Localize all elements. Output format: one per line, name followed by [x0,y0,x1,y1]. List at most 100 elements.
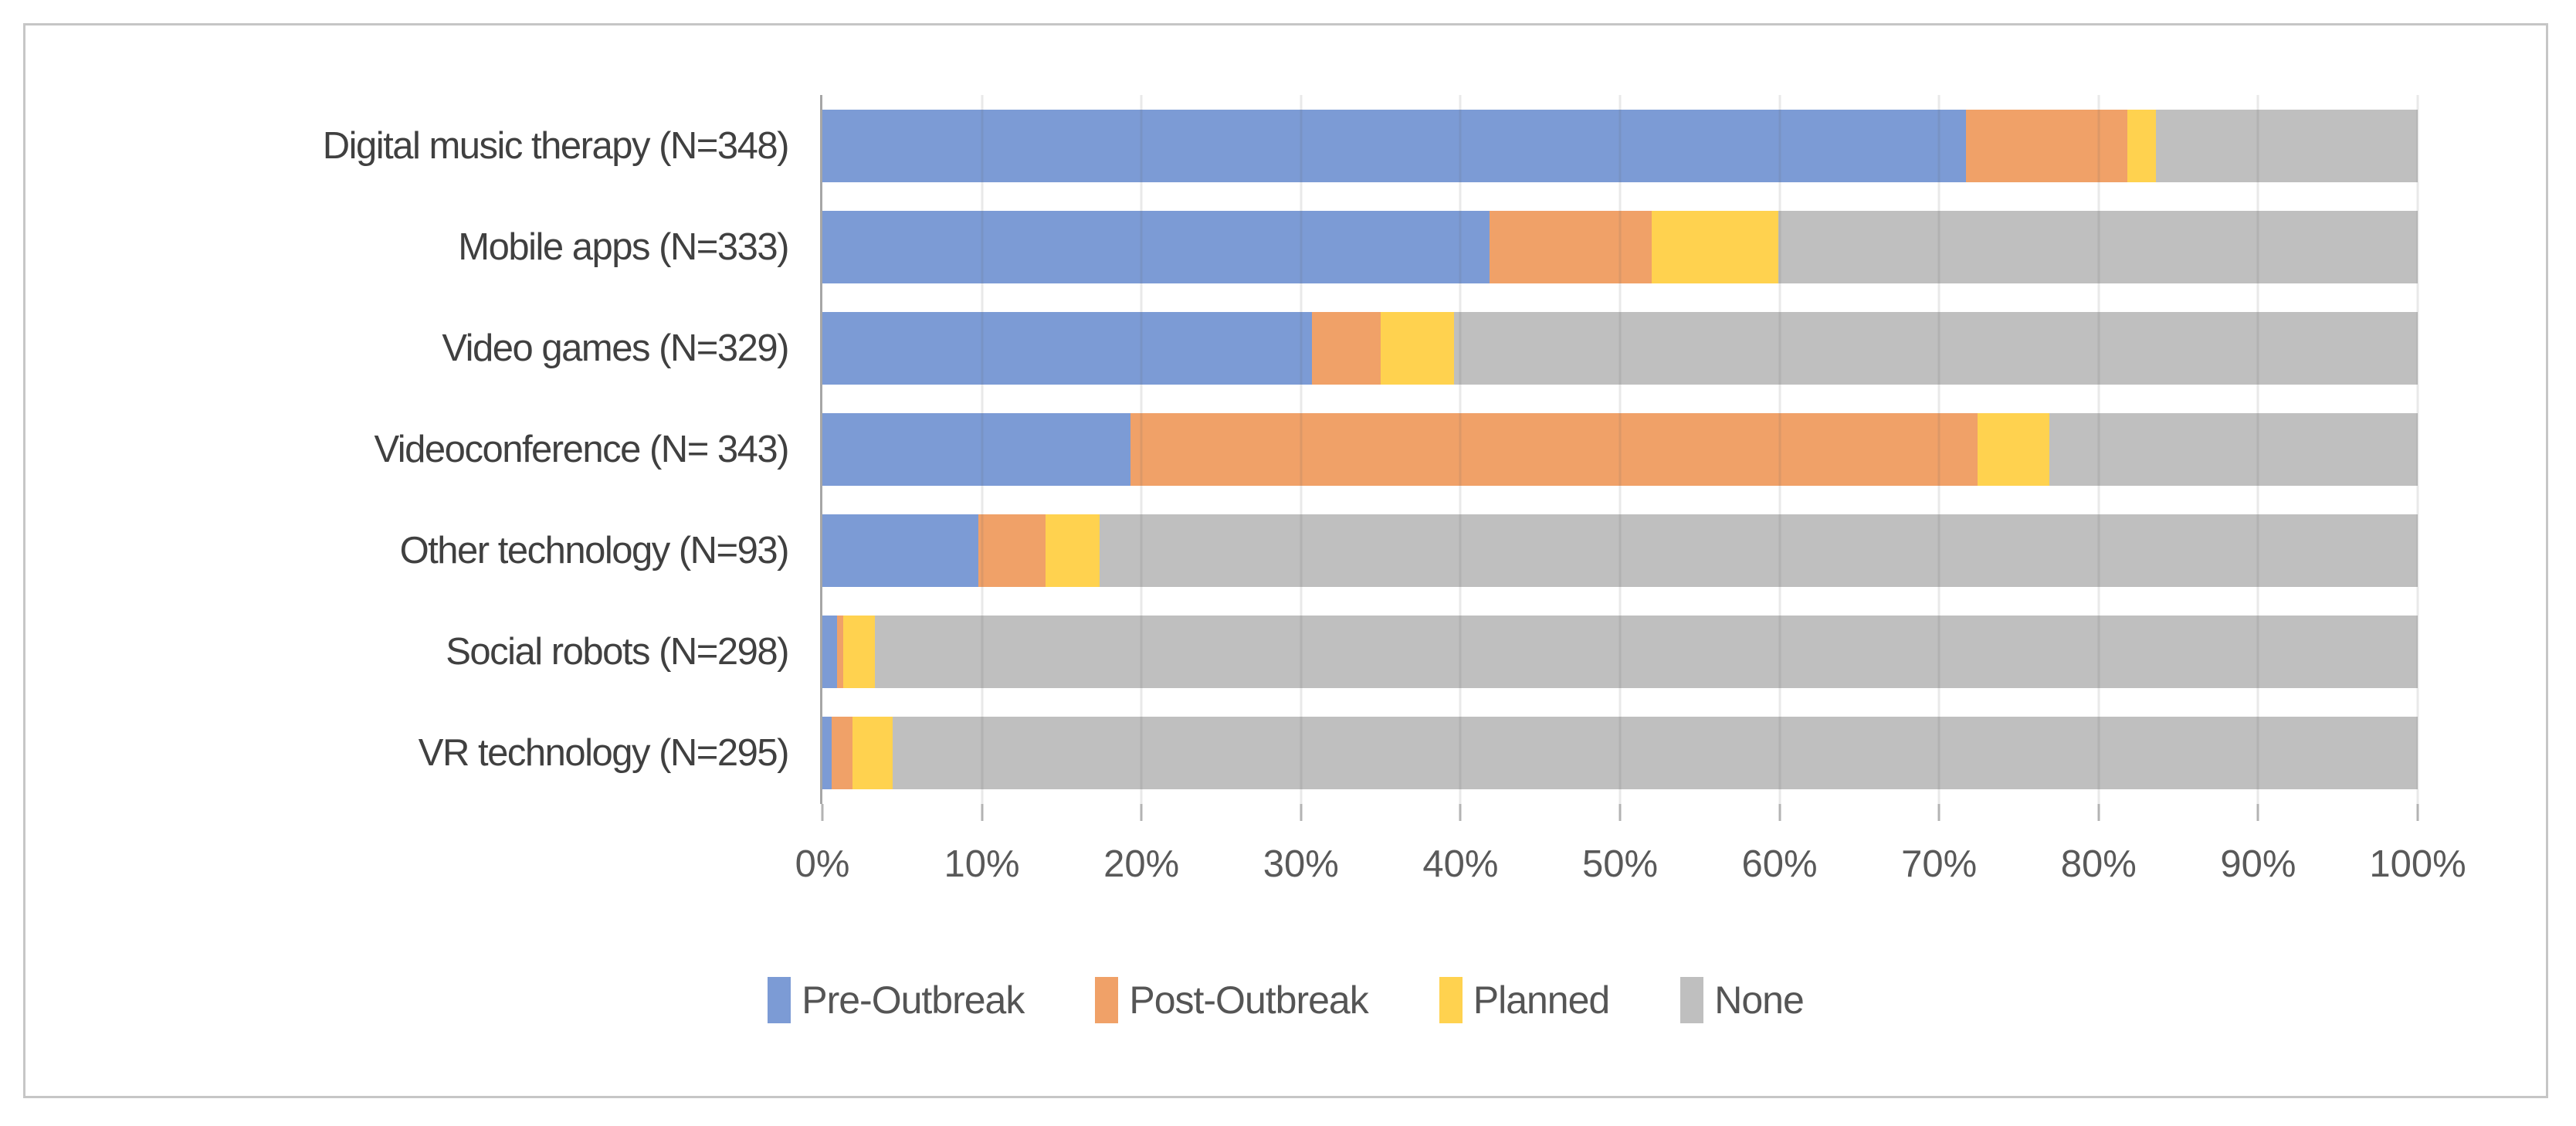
x-axis-tick [981,804,984,821]
gridline-40pct [1459,95,1462,804]
bar-segment-pre-outbreak [822,412,1130,486]
legend-swatch-planned [1439,977,1463,1023]
bar-segment-pre-outbreak [822,514,979,588]
bar-segment-planned [1046,514,1100,588]
x-axis-tick [1937,804,1940,821]
legend-item-planned: Planned [1439,977,1610,1023]
x-axis-tick-label: 90% [2220,843,2296,885]
bar-segment-pre-outbreak [822,311,1313,385]
legend: Pre-Outbreak Post-Outbreak Planned None [25,977,2546,1023]
gridline-50pct [1618,95,1622,804]
x-axis-tick-label: 40% [1422,843,1499,885]
bar-segment-planned [842,616,876,689]
x-axis-tick-label: 20% [1103,843,1180,885]
bar-segment-none [2049,412,2418,486]
bar-segment-pre-outbreak [822,109,1967,182]
bar-segment-pre-outbreak [822,210,1490,283]
x-axis-tick-labels: 0% 10% 20% 30% 40% 50% 60% 70% 80% 90% 100% [795,843,2466,892]
bar-row [822,399,2418,500]
stacked-bar [822,514,2418,588]
gridline-90pct [2256,95,2259,804]
x-axis-tick-label: 30% [1263,843,1339,885]
legend-label: Planned [1473,978,1610,1022]
y-axis-line [820,95,822,804]
category-label: Other technology (N=93) [399,530,790,572]
x-axis-tick [2256,804,2259,821]
bar-segment-planned [852,717,893,790]
bar-segment-pre-outbreak [822,717,832,790]
legend-swatch-post-outbreak [1095,977,1119,1023]
gridline-10pct [981,95,984,804]
bar-row [822,703,2418,804]
gridline-80pct [2097,95,2100,804]
legend-label: None [1714,978,1805,1022]
x-axis-tick-label: 50% [1581,843,1659,885]
legend-item-pre-outbreak: Pre-Outbreak [768,977,1025,1023]
bar-segment-none [2156,109,2418,182]
bars-container [822,95,2418,804]
x-axis-ticks [821,804,2419,822]
x-axis-tick [1778,804,1781,821]
bar-segment-none [1454,311,2418,385]
legend-item-post-outbreak: Post-Outbreak [1095,977,1369,1023]
bar-segment-none [1100,514,2418,588]
gridline-30pct [1300,95,1303,804]
bar-segment-post-outbreak [832,717,853,790]
x-axis-tick-label: 100% [2369,843,2466,885]
legend-label: Post-Outbreak [1129,978,1368,1022]
bar-segment-post-outbreak [1130,412,1978,486]
bar-segment-none [892,717,2418,790]
legend-swatch-none [1680,977,1704,1023]
stacked-bar [822,616,2418,689]
category-label: Mobile apps (N=333) [458,226,789,268]
legend-item-none: None [1680,977,1805,1023]
bar-segment-planned [1977,412,2049,486]
bar-segment-pre-outbreak [822,616,837,689]
x-axis-tick [1618,804,1622,821]
stacked-bar [822,412,2418,486]
bar-row [822,602,2418,703]
x-axis-tick [1300,804,1303,821]
stacked-bar [822,717,2418,790]
legend-swatch-pre-outbreak [768,977,791,1023]
chart-frame: Digital music therapy (N=348) Mobile apps… [23,23,2548,1098]
bar-segment-none [875,616,2418,689]
gridline-70pct [1937,95,1940,804]
stacked-bar [822,210,2418,283]
gridline-20pct [1140,95,1143,804]
bar-row [822,95,2418,196]
bar-segment-none [1778,210,2418,283]
x-axis-tick [2416,804,2419,821]
bar-segment-planned [1381,311,1455,385]
gridline-60pct [1778,95,1781,804]
x-axis-tick-label: 80% [2060,843,2137,885]
stacked-bar [822,109,2418,182]
bar-row [822,196,2418,297]
bar-row [822,297,2418,399]
gridline-100pct [2416,95,2419,804]
category-label: VR technology (N=295) [418,732,790,775]
x-axis-tick-label: 60% [1741,843,1818,885]
x-axis-tick-label: 0% [795,843,850,885]
plot-area [820,95,2419,804]
category-axis-labels: Digital music therapy (N=348) Mobile apps… [59,95,801,804]
bar-segment-post-outbreak [836,616,843,689]
x-axis-tick [821,804,824,821]
bar-segment-post-outbreak [978,514,1046,588]
category-label: Video games (N=329) [442,327,789,369]
bar-segment-planned [1652,210,1778,283]
bar-segment-post-outbreak [1966,109,2127,182]
x-axis-tick [2097,804,2100,821]
category-label: Videoconference (N= 343) [374,428,790,470]
bar-segment-post-outbreak [1489,210,1652,283]
bar-row [822,500,2418,602]
category-label: Digital music therapy (N=348) [322,124,790,167]
bar-segment-planned [2127,109,2157,182]
stacked-bar [822,311,2418,385]
x-axis-tick-label: 70% [1901,843,1978,885]
x-axis-tick [1459,804,1462,821]
x-axis-tick-label: 10% [944,843,1020,885]
x-axis-tick [1140,804,1143,821]
legend-label: Pre-Outbreak [802,978,1025,1022]
bar-segment-post-outbreak [1312,311,1381,385]
